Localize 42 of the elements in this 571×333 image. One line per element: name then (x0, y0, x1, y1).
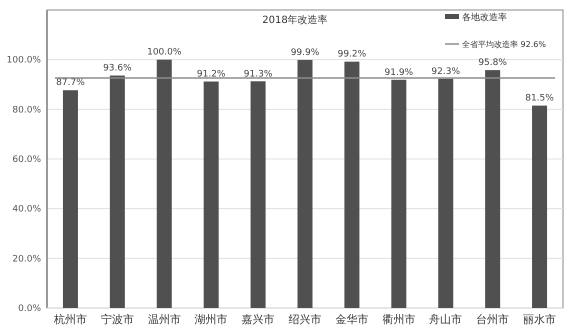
bar (532, 106, 548, 308)
x-tick-label: 台州市 (476, 313, 510, 326)
text: 2018年改造率 (262, 14, 328, 26)
x-tick-label: 衢州市 (382, 313, 416, 326)
data-label: 93.6% (103, 64, 132, 74)
x-tick-label: 宁波市 (100, 313, 134, 326)
y-tick-label: 100.0% (6, 56, 42, 66)
data-label: 91.9% (384, 68, 414, 78)
data-label: 81.5% (525, 94, 554, 104)
y-tick-label: 80.0% (12, 105, 42, 116)
bar (485, 70, 500, 308)
y-tick-label: 40.0% (12, 204, 42, 215)
y-tick-label: 0.0% (18, 304, 42, 314)
data-label: 99.2% (338, 50, 367, 60)
data-label: 99.9% (290, 48, 320, 58)
x-tick-label: 丽水市 (523, 313, 556, 326)
bar (62, 90, 78, 308)
bar (110, 76, 125, 308)
data-label: 91.2% (196, 70, 226, 80)
x-tick-label: 嘉兴市 (242, 313, 275, 326)
data-label: 91.3% (244, 69, 273, 80)
y-tick-label: 60.0% (12, 155, 42, 165)
x-tick-label: 舟山市 (429, 313, 462, 326)
bar (250, 81, 266, 308)
x-tick-label: 金华市 (335, 313, 368, 326)
data-label: 87.7% (56, 78, 86, 88)
y-tick-label: 20.0% (12, 254, 42, 264)
data-label: 95.8% (478, 58, 508, 68)
x-tick-label: 温州市 (148, 313, 181, 326)
data-label: 100.0% (147, 48, 182, 58)
legend-label: 全省平均改造率 92.6% (462, 40, 546, 49)
bar (297, 60, 313, 308)
x-tick-label: 绍兴市 (288, 313, 322, 326)
legend-label: 各地改造率 (462, 12, 507, 23)
bar (438, 78, 454, 308)
bar (204, 82, 219, 308)
bar (391, 80, 406, 308)
bar (156, 60, 172, 308)
x-tick-label: 湖州市 (194, 313, 228, 326)
data-label: 92.3% (431, 66, 460, 77)
bar (344, 62, 360, 308)
x-tick-label: 杭州市 (52, 313, 87, 326)
